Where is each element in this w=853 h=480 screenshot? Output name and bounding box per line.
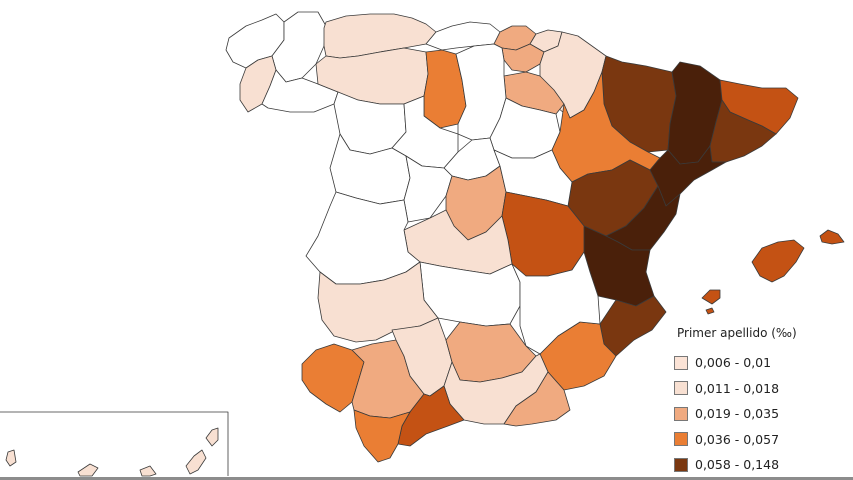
island-tenerife[interactable]: [77, 463, 99, 477]
province-lugo[interactable]: [271, 11, 327, 83]
island-gran-canaria[interactable]: [139, 465, 157, 477]
bottom-border: [0, 477, 853, 480]
legend-label: 0,019 - 0,035: [695, 406, 780, 422]
canary-inset-frame: [0, 411, 229, 476]
legend-item: 0,011 - 0,018: [674, 376, 852, 402]
island-lanzarote[interactable]: [205, 427, 219, 447]
legend-item: 0,006 - 0,01: [674, 350, 852, 376]
legend-item: 0,058 - 0,148: [674, 452, 852, 478]
island-fuerteventura[interactable]: [185, 449, 207, 475]
province-cadiz[interactable]: [353, 409, 411, 463]
island-la-palma[interactable]: [5, 449, 17, 467]
province-alicante[interactable]: [599, 295, 667, 357]
province-caceres[interactable]: [305, 191, 421, 285]
legend-label: 0,006 - 0,01: [695, 355, 772, 371]
province-avila[interactable]: [403, 155, 453, 223]
legend-label: 0,011 - 0,018: [695, 380, 780, 396]
province-barcelona[interactable]: [709, 99, 777, 163]
legend-swatch: [674, 355, 688, 370]
island-ibiza[interactable]: [701, 289, 721, 305]
province-castellon[interactable]: [605, 185, 681, 251]
legend-items: 0,006 - 0,01 0,011 - 0,018 0,019 - 0,035…: [674, 350, 852, 478]
legend-swatch: [674, 432, 688, 447]
map-legend: Primer apellido (‰) 0,006 - 0,01 0,011 -…: [674, 326, 852, 478]
legend-item: 0,019 - 0,035: [674, 401, 852, 427]
legend-title: Primer apellido (‰): [677, 326, 797, 340]
island-formentera[interactable]: [705, 307, 715, 315]
island-mallorca[interactable]: [751, 239, 805, 283]
legend-swatch: [674, 457, 688, 472]
legend-label: 0,036 - 0,057: [695, 431, 780, 447]
island-menorca[interactable]: [819, 229, 845, 245]
legend-item: 0,036 - 0,057: [674, 427, 852, 453]
province-albacete[interactable]: [511, 251, 601, 355]
legend-label: 0,058 - 0,148: [695, 457, 780, 473]
province-almeria[interactable]: [503, 371, 571, 427]
legend-swatch: [674, 381, 688, 396]
legend-swatch: [674, 406, 688, 421]
